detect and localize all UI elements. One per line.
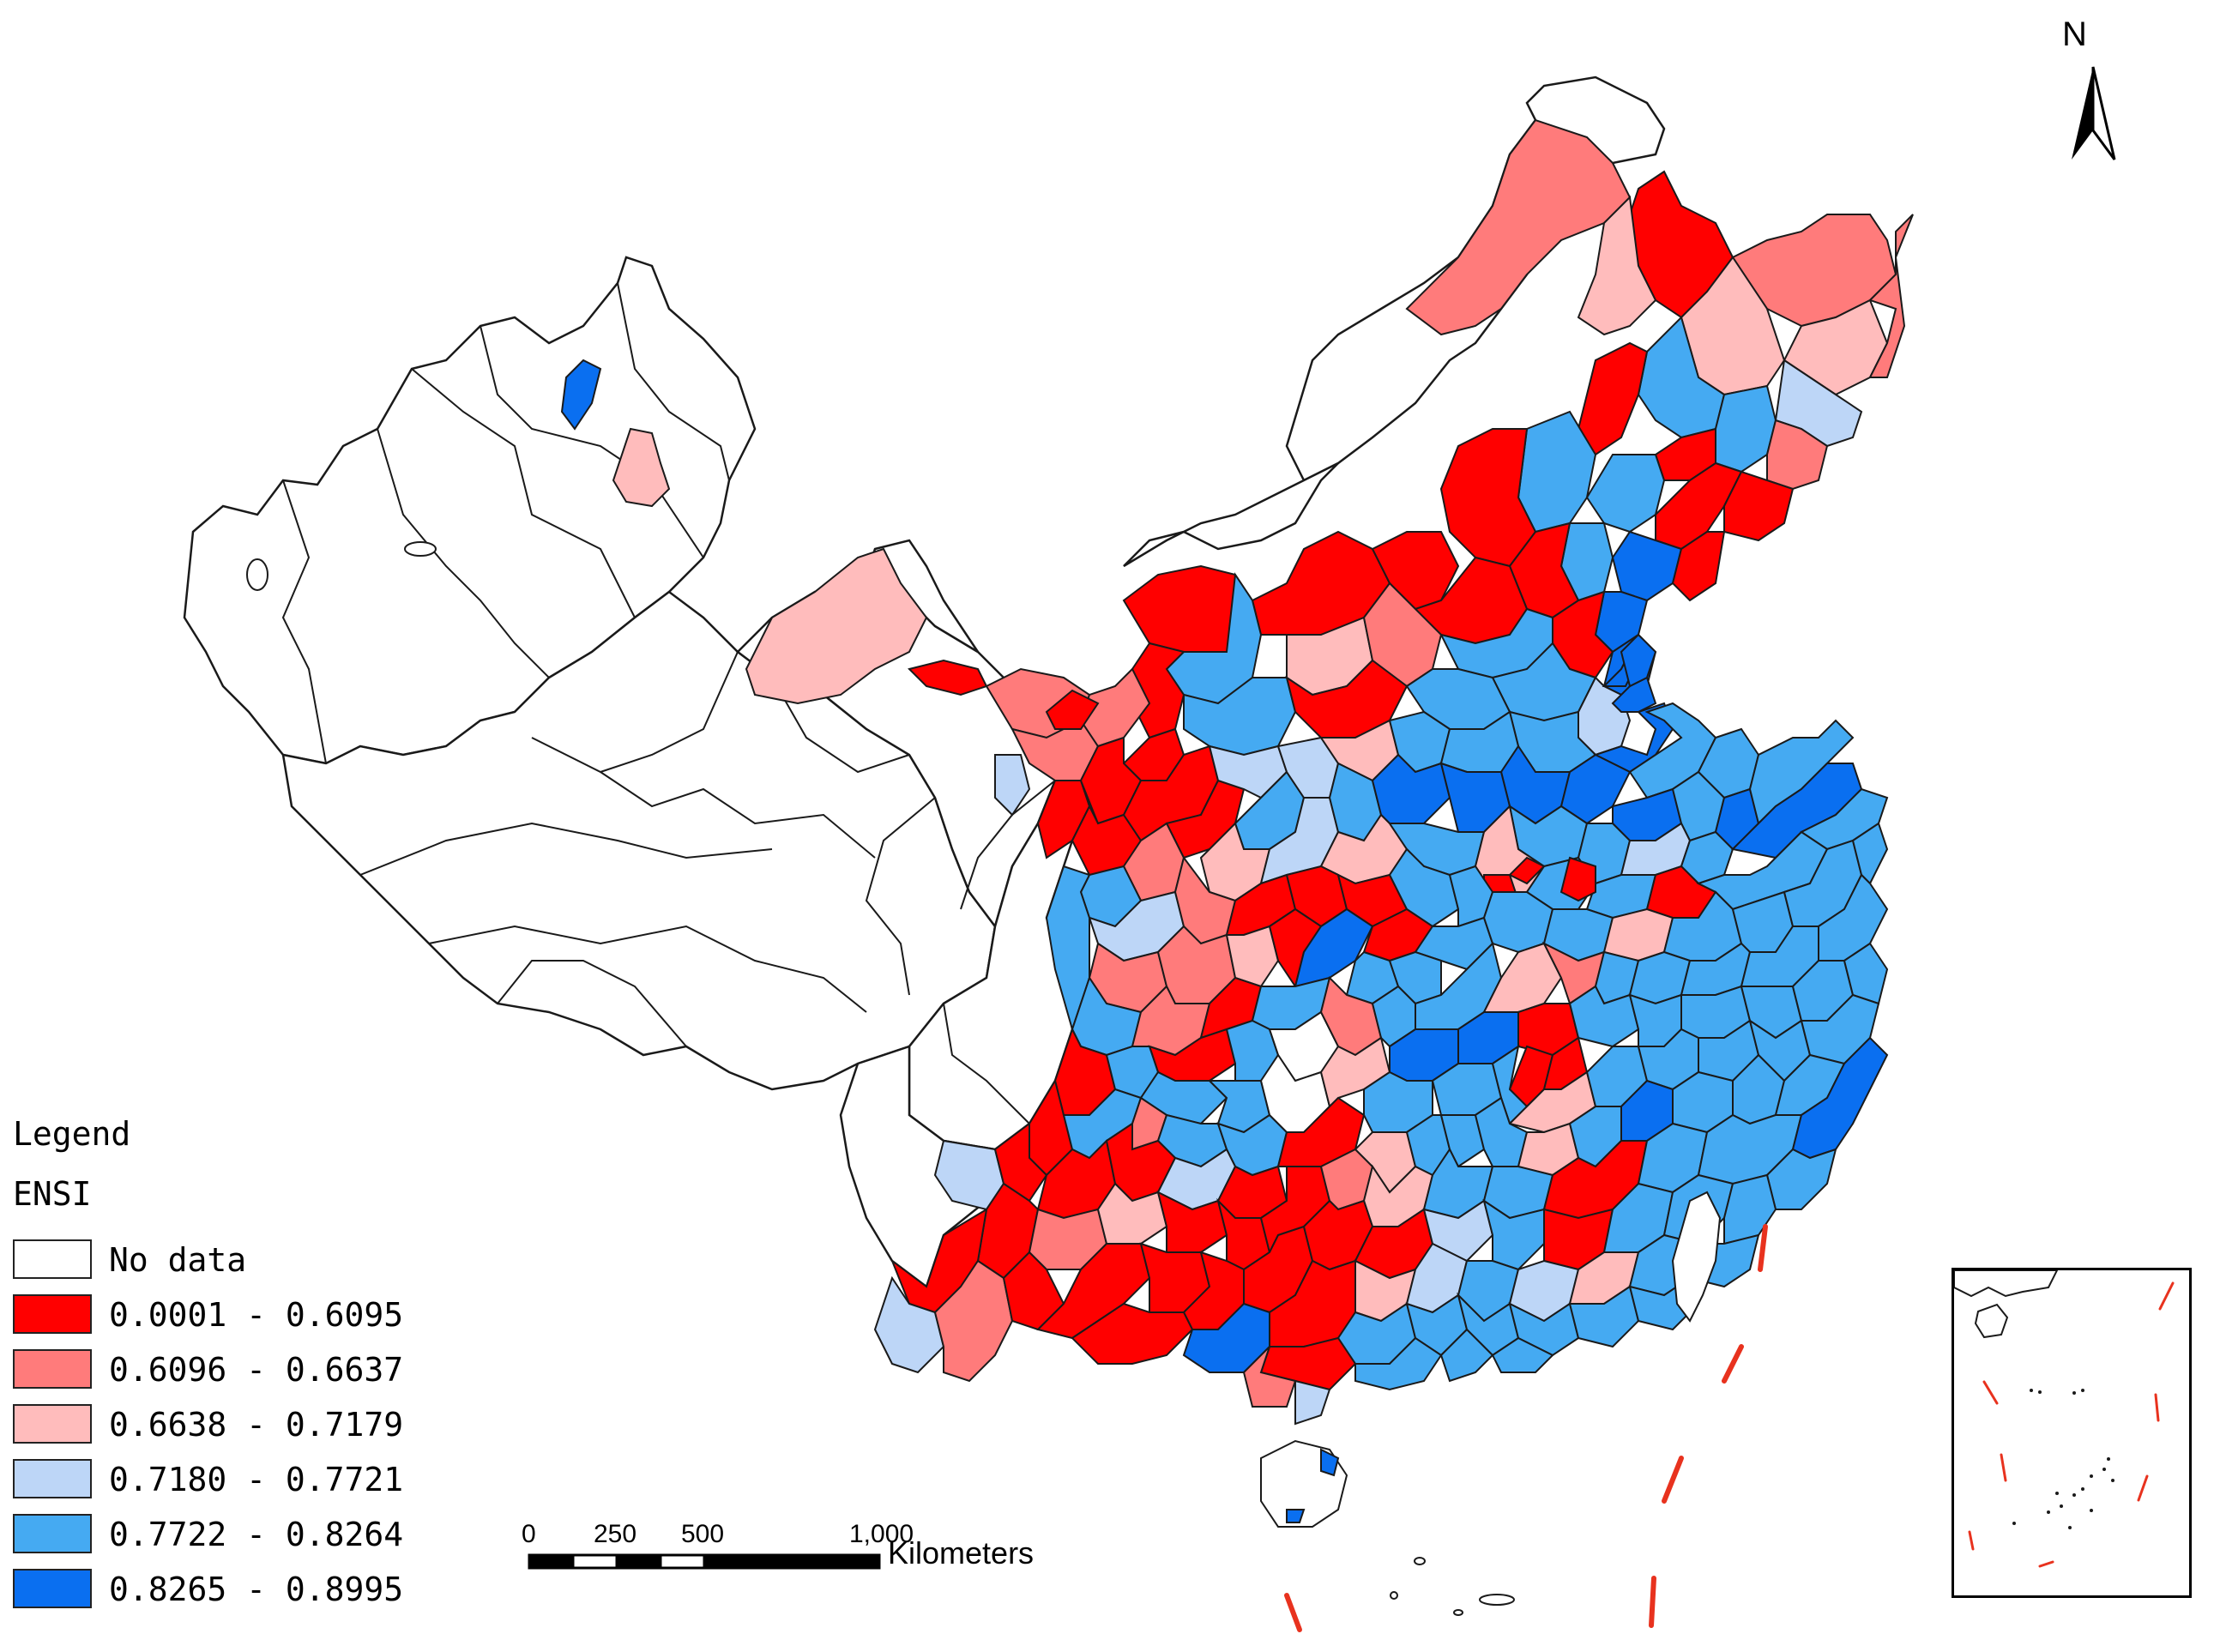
region-xinjiang-pink bbox=[612, 427, 671, 508]
legend-swatch bbox=[13, 1514, 92, 1553]
region-inner-mongolia-central bbox=[1123, 461, 1339, 568]
legend-item-label: 0.6638 - 0.7179 bbox=[109, 1406, 404, 1444]
legend-item-label: 0.8265 - 0.8995 bbox=[109, 1571, 404, 1608]
region-alxa-pink bbox=[745, 547, 928, 705]
legend-item: No data bbox=[13, 1239, 459, 1282]
legend-swatch bbox=[13, 1569, 92, 1608]
scale-tick-250: 250 bbox=[594, 1520, 637, 1548]
scale-unit: Kilometers bbox=[888, 1535, 1035, 1571]
legend-swatch bbox=[13, 1349, 92, 1389]
legend-swatch bbox=[13, 1239, 92, 1279]
inset-map bbox=[1953, 1269, 2175, 1568]
legend-title: Legend bbox=[13, 1115, 131, 1153]
north-arrow bbox=[2072, 66, 2116, 160]
legend-item-label: No data bbox=[109, 1241, 247, 1279]
north-label: N bbox=[2062, 15, 2087, 53]
legend-swatch bbox=[13, 1459, 92, 1498]
legend-item: 0.8265 - 0.8995 bbox=[13, 1569, 459, 1612]
legend-item: 0.6096 - 0.6637 bbox=[13, 1349, 459, 1392]
legend-item-label: 0.7180 - 0.7721 bbox=[109, 1461, 404, 1498]
nine-dash-line bbox=[1284, 1224, 1768, 1632]
scale-bar bbox=[528, 1553, 881, 1570]
legend-item: 0.7722 - 0.8264 bbox=[13, 1514, 459, 1557]
legend-item-label: 0.7722 - 0.8264 bbox=[109, 1516, 404, 1553]
legend-variable: ENSI bbox=[13, 1175, 92, 1213]
legend-item: 0.0001 - 0.6095 bbox=[13, 1294, 459, 1337]
hainan bbox=[1260, 1439, 1348, 1528]
islands bbox=[1390, 1557, 1515, 1616]
legend-swatch bbox=[13, 1294, 92, 1334]
legend-item-label: 0.0001 - 0.6095 bbox=[109, 1296, 404, 1334]
scale-tick-0: 0 bbox=[522, 1520, 536, 1548]
scale-tick-500: 500 bbox=[681, 1520, 725, 1548]
lakes bbox=[246, 359, 602, 591]
south-china-sea-inset bbox=[1952, 1268, 2192, 1598]
taiwan bbox=[1671, 1191, 1722, 1323]
legend-item: 0.6638 - 0.7179 bbox=[13, 1404, 459, 1447]
scale-tick-1000: 1,000 bbox=[849, 1520, 914, 1548]
legend-item: 0.7180 - 0.7721 bbox=[13, 1459, 459, 1502]
legend-swatch bbox=[13, 1404, 92, 1444]
legend: Legend ENSI No data 0.0001 - 0.6095 0.60… bbox=[13, 1115, 459, 1630]
legend-item-label: 0.6096 - 0.6637 bbox=[109, 1351, 404, 1389]
prefectures bbox=[873, 118, 1914, 1528]
lake-blue bbox=[560, 359, 602, 431]
west-boundaries bbox=[281, 282, 1056, 1124]
